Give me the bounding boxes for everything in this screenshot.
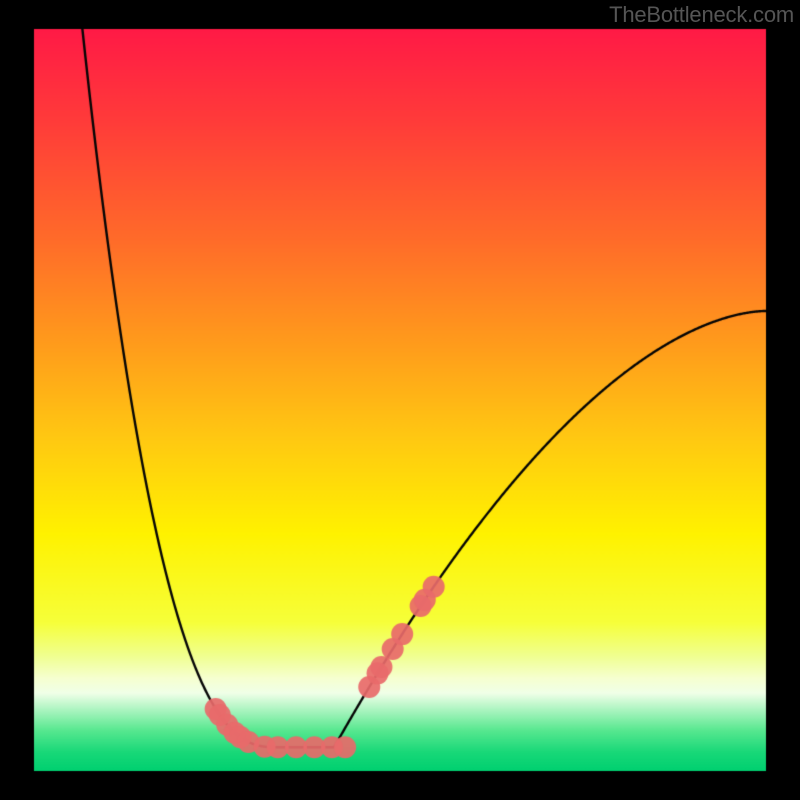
watermark-text: TheBottleneck.com [609, 2, 794, 28]
bottleneck-chart [0, 0, 800, 800]
